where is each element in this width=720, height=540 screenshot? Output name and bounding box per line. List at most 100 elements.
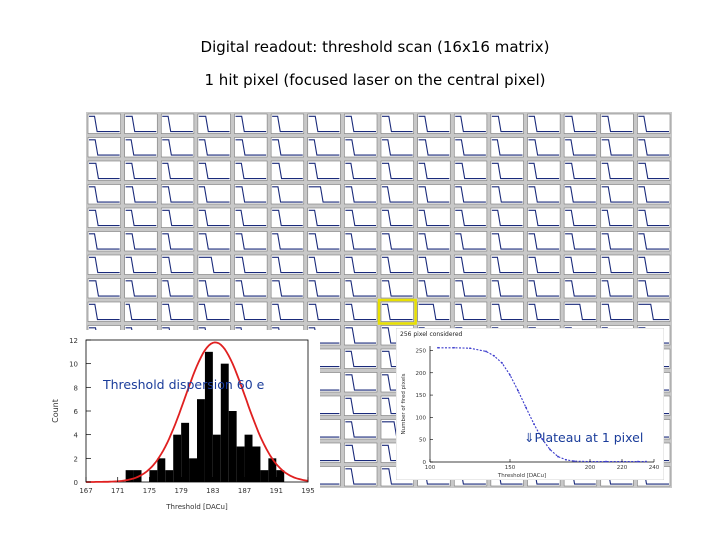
pixel-cell-frame <box>637 113 671 134</box>
pixel-scan-curve <box>345 468 376 485</box>
threshold-dispersion-histogram: 0 2 4 6 8 10 12 167 171 175 179 183 187 191 195 Thresho… <box>50 330 320 530</box>
pixel-cell-frame <box>453 254 488 275</box>
pixel-scan-curve <box>89 139 120 156</box>
pixel-cell <box>527 137 561 158</box>
pixel-scan-curve <box>89 209 120 227</box>
x-tick-label: 183 <box>206 487 219 495</box>
pixel-scan-curve <box>638 256 669 274</box>
pixel-cell <box>527 184 561 205</box>
pixel-scan-curve <box>198 233 230 250</box>
dispersion-annotation: Threshold dispersion 60 e <box>103 377 265 392</box>
pixel-cell-frame <box>197 160 231 181</box>
pixel-scan-curve <box>565 303 596 321</box>
histogram-bar <box>197 399 205 482</box>
pixel-cell <box>344 325 378 346</box>
plateau-x-tick-label: 240 <box>649 465 660 471</box>
pixel-cell <box>344 113 378 134</box>
pixel-cell-frame <box>600 278 634 299</box>
pixel-cell <box>234 184 268 205</box>
plateau-x-tick-label: 150 <box>505 465 516 471</box>
pixel-scan-curve <box>528 162 560 180</box>
pixel-cell-frame <box>380 184 414 205</box>
pixel-scan-curve <box>89 186 120 203</box>
pixel-scan-curve <box>345 139 376 156</box>
pixel-scan-curve <box>601 186 633 203</box>
pixel-cell <box>344 395 378 416</box>
pixel-cell-frame <box>160 184 195 205</box>
histogram-bar <box>276 470 285 482</box>
pixel-cell-frame <box>417 137 451 158</box>
y-axis-label: Count <box>51 399 60 423</box>
pixel-scan-curve <box>345 303 376 321</box>
pixel-cell <box>270 207 305 228</box>
pixel-cell-frame <box>490 184 524 205</box>
plateau-point <box>485 350 487 353</box>
pixel-scan-curve <box>308 186 340 203</box>
pixel-scan-curve <box>528 139 560 156</box>
pixel-scan-curve <box>125 162 157 180</box>
pixel-scan-curve <box>162 115 193 133</box>
y-tick-label: 0 <box>74 479 78 487</box>
pixel-cell-frame <box>270 184 305 205</box>
plateau-point <box>541 437 543 440</box>
pixel-cell-frame <box>234 278 268 299</box>
pixel-cell-frame <box>270 301 305 322</box>
pixel-scan-curve <box>382 186 413 203</box>
pixel-scan-curve <box>272 186 303 203</box>
pixel-cell-frame <box>160 207 195 228</box>
pixel-cell-frame <box>234 207 268 228</box>
pixel-cell-frame <box>637 160 671 181</box>
pixel-cell <box>87 301 121 322</box>
histogram-bar <box>125 470 134 482</box>
pixel-cell <box>527 231 561 252</box>
pixel-scan-curve <box>125 280 157 297</box>
pixel-cell-frame <box>160 113 195 134</box>
pixel-cell-frame <box>160 231 195 252</box>
pixel-cell-frame <box>490 278 524 299</box>
pixel-cell <box>380 160 414 181</box>
pixel-scan-curve <box>198 280 230 297</box>
pixel-cell <box>637 113 671 134</box>
plateau-point <box>437 346 439 349</box>
pixel-scan-curve <box>565 233 596 250</box>
pixel-cell <box>563 137 598 158</box>
pixel-scan-curve <box>418 209 450 227</box>
pixel-scan-curve <box>235 303 267 321</box>
pixel-scan-curve <box>308 233 340 250</box>
pixel-scan-curve <box>528 280 560 297</box>
pixel-cell <box>637 278 671 299</box>
pixel-cell-frame <box>307 301 341 322</box>
pixel-scan-curve <box>125 233 157 250</box>
pixel-scan-curve <box>308 256 340 274</box>
pixel-cell-frame <box>344 372 378 393</box>
pixel-scan-curve <box>308 280 340 297</box>
pixel-cell-frame <box>234 231 268 252</box>
pixel-cell-frame <box>87 160 121 181</box>
pixel-scan-curve <box>345 162 376 180</box>
pixel-cell <box>637 301 671 322</box>
pixel-cell <box>124 137 158 158</box>
pixel-cell-frame <box>87 301 121 322</box>
pixel-cell <box>417 301 451 322</box>
pixel-scan-curve <box>455 209 486 227</box>
pixel-scan-curve <box>308 162 340 180</box>
pixel-cell <box>234 301 268 322</box>
pixel-scan-curve <box>601 233 633 250</box>
pixel-cell <box>380 207 414 228</box>
pixel-scan-curve <box>272 233 303 250</box>
pixel-cell-frame <box>563 207 598 228</box>
pixel-scan-curve <box>235 115 267 133</box>
pixel-cell <box>600 231 634 252</box>
pixel-cell <box>307 160 341 181</box>
pixel-cell-frame <box>344 278 378 299</box>
pixel-cell-frame <box>87 231 121 252</box>
pixel-scan-curve <box>565 186 596 203</box>
plateau-plot-title: 256 pixel considered <box>400 331 463 338</box>
pixel-cell-frame <box>197 301 231 322</box>
pixel-cell-frame <box>344 466 378 487</box>
pixel-cell-frame <box>234 301 268 322</box>
pixel-cell-frame <box>307 231 341 252</box>
pixel-cell <box>380 254 414 275</box>
pixel-scan-curve <box>125 115 157 133</box>
pixel-scan-curve <box>345 444 376 462</box>
